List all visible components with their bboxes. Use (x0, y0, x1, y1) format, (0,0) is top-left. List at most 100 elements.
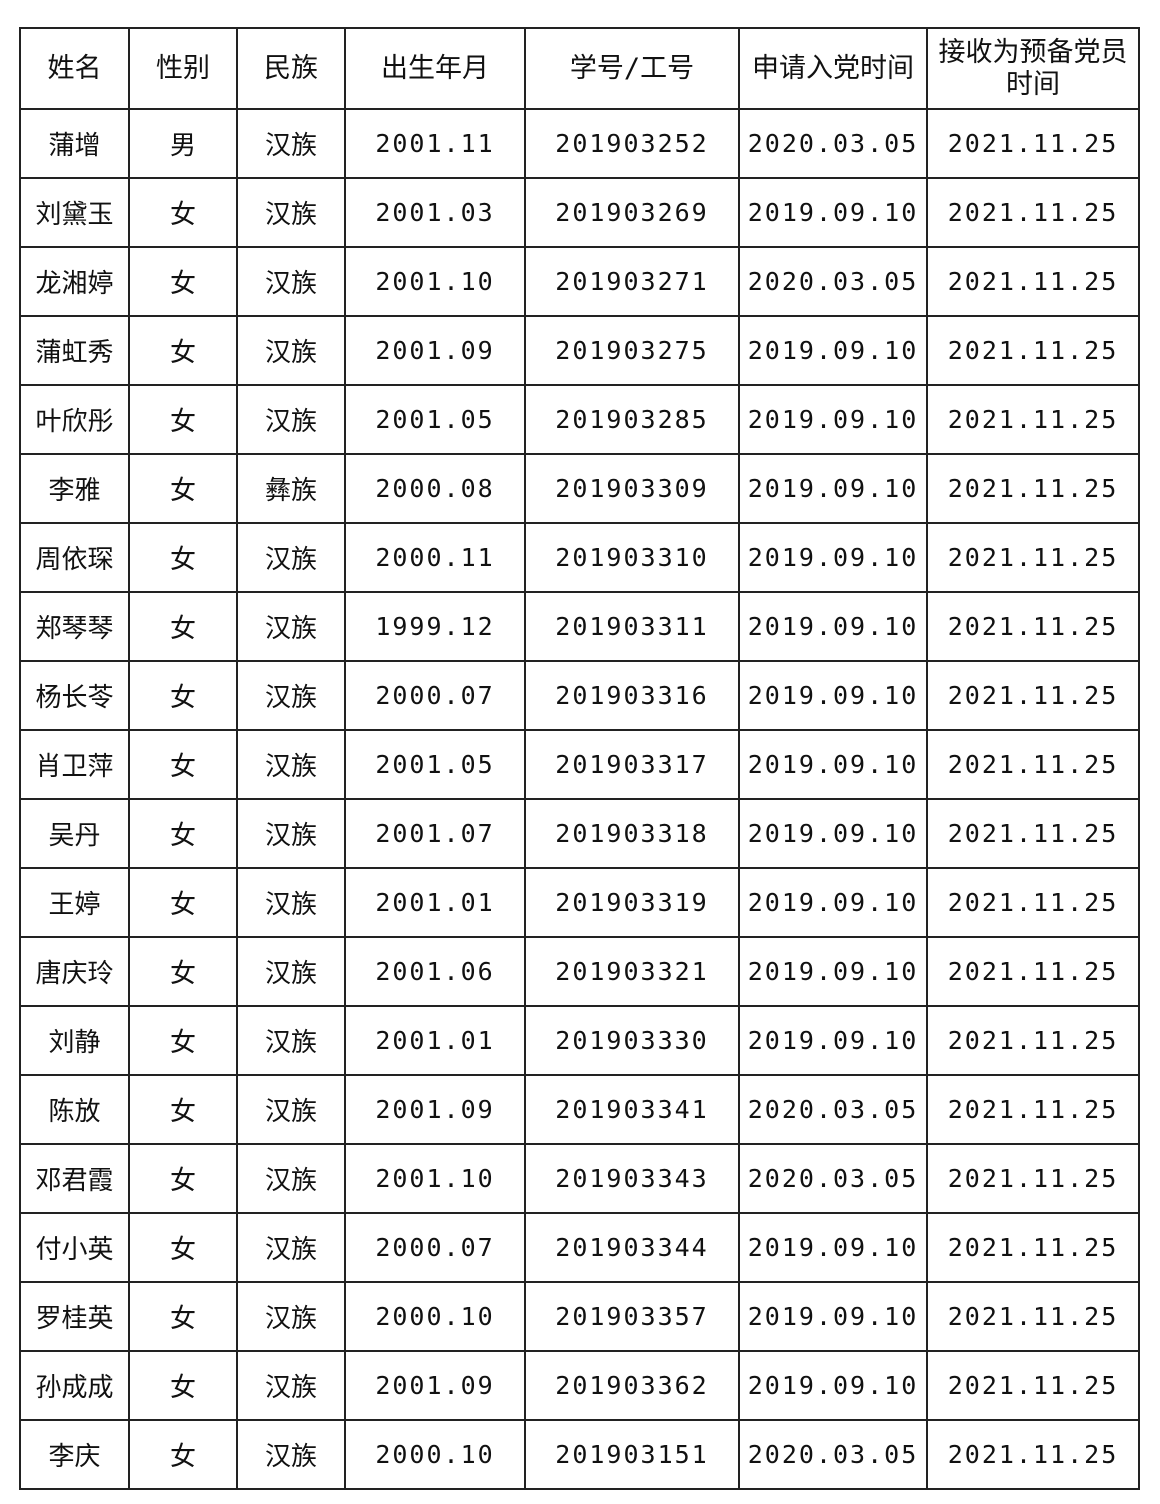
cell-name: 杨长苓 (19, 660, 130, 731)
cell-probationary-date: 2021.11.25 (926, 936, 1140, 1007)
header-gender: 性别 (128, 27, 238, 110)
cell-student-id: 201903330 (524, 1005, 740, 1076)
cell-application-date: 2019.09.10 (738, 591, 928, 662)
cell-probationary-date: 2021.11.25 (926, 798, 1140, 869)
cell-student-id: 201903311 (524, 591, 740, 662)
cell-student-id: 201903318 (524, 798, 740, 869)
cell-application-date: 2019.09.10 (738, 936, 928, 1007)
table-row: 唐庆玲女汉族 2001.06 201903321 2019.09.10 2021.11.… (19, 936, 1140, 1007)
header-probationary-date: 接收为预备党员时间 (926, 27, 1140, 110)
cell-student-id: 201903151 (524, 1419, 740, 1490)
cell-birth-date: 2001.09 (344, 315, 526, 386)
cell-gender: 女 (128, 453, 238, 524)
cell-ethnicity: 汉族 (236, 1074, 346, 1145)
cell-name: 周依琛 (19, 522, 130, 593)
table-row: 周依琛女汉族 2000.11 201903310 2019.09.10 2021.11.… (19, 522, 1140, 593)
header-student-id: 学号/工号 (524, 27, 740, 110)
cell-student-id: 201903317 (524, 729, 740, 800)
table-row: 王婷女汉族 2001.01 201903319 2019.09.10 2021.11.2… (19, 867, 1140, 938)
header-ethnicity: 民族 (236, 27, 346, 110)
cell-student-id: 201903269 (524, 177, 740, 248)
cell-ethnicity: 彝族 (236, 453, 346, 524)
header-birth-date: 出生年月 (344, 27, 526, 110)
cell-birth-date: 2001.01 (344, 1005, 526, 1076)
cell-probationary-date: 2021.11.25 (926, 591, 1140, 662)
cell-ethnicity: 汉族 (236, 729, 346, 800)
cell-ethnicity: 汉族 (236, 798, 346, 869)
cell-birth-date: 2000.11 (344, 522, 526, 593)
cell-application-date: 2019.09.10 (738, 660, 928, 731)
cell-student-id: 201903309 (524, 453, 740, 524)
cell-gender: 女 (128, 660, 238, 731)
header-row: 姓名 性别 民族 出生年月 学号/工号 申请入党时间 接收为预备党员时间 (19, 27, 1140, 110)
cell-gender: 女 (128, 729, 238, 800)
cell-name: 孙成成 (19, 1350, 130, 1421)
cell-birth-date: 2001.10 (344, 246, 526, 317)
cell-application-date: 2019.09.10 (738, 729, 928, 800)
cell-gender: 女 (128, 1074, 238, 1145)
cell-gender: 女 (128, 591, 238, 662)
table-row: 杨长苓女汉族 2000.07 201903316 2019.09.10 2021.11.… (19, 660, 1140, 731)
cell-ethnicity: 汉族 (236, 1005, 346, 1076)
table-row: 李庆女汉族 2000.10 201903151 2020.03.05 2021.11.2… (19, 1419, 1140, 1490)
cell-gender: 男 (128, 108, 238, 179)
cell-name: 叶欣彤 (19, 384, 130, 455)
cell-ethnicity: 汉族 (236, 315, 346, 386)
header-application-date: 申请入党时间 (738, 27, 928, 110)
cell-gender: 女 (128, 867, 238, 938)
cell-name: 蒲虹秀 (19, 315, 130, 386)
cell-name: 蒲增 (19, 108, 130, 179)
cell-probationary-date: 2021.11.25 (926, 108, 1140, 179)
cell-name: 罗桂英 (19, 1281, 130, 1352)
cell-birth-date: 2000.10 (344, 1419, 526, 1490)
cell-birth-date: 1999.12 (344, 591, 526, 662)
cell-name: 李雅 (19, 453, 130, 524)
cell-gender: 女 (128, 315, 238, 386)
table-row: 叶欣彤女汉族 2001.05 201903285 2019.09.10 2021.11.… (19, 384, 1140, 455)
table-row: 陈放女汉族 2001.09 201903341 2020.03.05 2021.11.2… (19, 1074, 1140, 1145)
cell-application-date: 2019.09.10 (738, 798, 928, 869)
cell-ethnicity: 汉族 (236, 1212, 346, 1283)
cell-ethnicity: 汉族 (236, 936, 346, 1007)
cell-birth-date: 2001.01 (344, 867, 526, 938)
cell-gender: 女 (128, 1419, 238, 1490)
cell-ethnicity: 汉族 (236, 1350, 346, 1421)
cell-student-id: 201903357 (524, 1281, 740, 1352)
table-row: 蒲虹秀女汉族 2001.09 201903275 2019.09.10 2021.11.… (19, 315, 1140, 386)
table-row: 邓君霞女汉族 2001.10 201903343 2020.03.05 2021.11.… (19, 1143, 1140, 1214)
cell-birth-date: 2001.05 (344, 384, 526, 455)
header-name: 姓名 (19, 27, 130, 110)
cell-probationary-date: 2021.11.25 (926, 1005, 1140, 1076)
party-member-table: 姓名 性别 民族 出生年月 学号/工号 申请入党时间 接收为预备党员时间 蒲增男… (19, 27, 1140, 1490)
cell-name: 郑琴琴 (19, 591, 130, 662)
cell-name: 刘黛玉 (19, 177, 130, 248)
cell-application-date: 2019.09.10 (738, 453, 928, 524)
cell-name: 付小英 (19, 1212, 130, 1283)
cell-birth-date: 2001.07 (344, 798, 526, 869)
cell-birth-date: 2001.05 (344, 729, 526, 800)
cell-probationary-date: 2021.11.25 (926, 1143, 1140, 1214)
cell-probationary-date: 2021.11.25 (926, 1074, 1140, 1145)
cell-name: 王婷 (19, 867, 130, 938)
cell-ethnicity: 汉族 (236, 384, 346, 455)
cell-gender: 女 (128, 384, 238, 455)
cell-birth-date: 2001.09 (344, 1350, 526, 1421)
cell-probationary-date: 2021.11.25 (926, 660, 1140, 731)
cell-gender: 女 (128, 1281, 238, 1352)
table-row: 龙湘婷女汉族 2001.10 201903271 2020.03.05 2021.11.… (19, 246, 1140, 317)
cell-student-id: 201903321 (524, 936, 740, 1007)
cell-birth-date: 2001.10 (344, 1143, 526, 1214)
cell-application-date: 2019.09.10 (738, 1281, 928, 1352)
cell-application-date: 2019.09.10 (738, 384, 928, 455)
cell-student-id: 201903252 (524, 108, 740, 179)
table-row: 付小英女汉族 2000.07 201903344 2019.09.10 2021.11.… (19, 1212, 1140, 1283)
cell-probationary-date: 2021.11.25 (926, 1212, 1140, 1283)
cell-ethnicity: 汉族 (236, 108, 346, 179)
cell-ethnicity: 汉族 (236, 177, 346, 248)
cell-gender: 女 (128, 177, 238, 248)
cell-student-id: 201903319 (524, 867, 740, 938)
cell-application-date: 2019.09.10 (738, 1005, 928, 1076)
cell-probationary-date: 2021.11.25 (926, 315, 1140, 386)
table-row: 孙成成女汉族 2001.09 201903362 2019.09.10 2021.11.… (19, 1350, 1140, 1421)
table-row: 吴丹女汉族 2001.07 201903318 2019.09.10 2021.11.2… (19, 798, 1140, 869)
